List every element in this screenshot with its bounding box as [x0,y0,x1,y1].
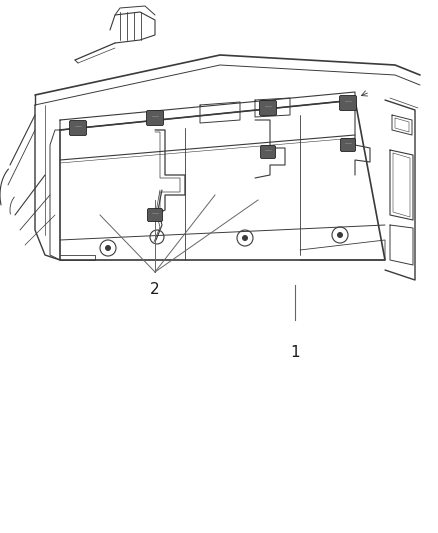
Text: 1: 1 [290,345,300,360]
FancyBboxPatch shape [259,101,276,116]
FancyBboxPatch shape [148,208,162,222]
Circle shape [338,232,343,238]
Circle shape [243,236,247,240]
FancyBboxPatch shape [261,146,276,158]
Text: 2: 2 [150,282,160,297]
FancyBboxPatch shape [340,139,356,151]
FancyBboxPatch shape [70,120,86,135]
FancyBboxPatch shape [146,110,163,125]
Circle shape [106,246,110,251]
FancyBboxPatch shape [339,95,357,110]
